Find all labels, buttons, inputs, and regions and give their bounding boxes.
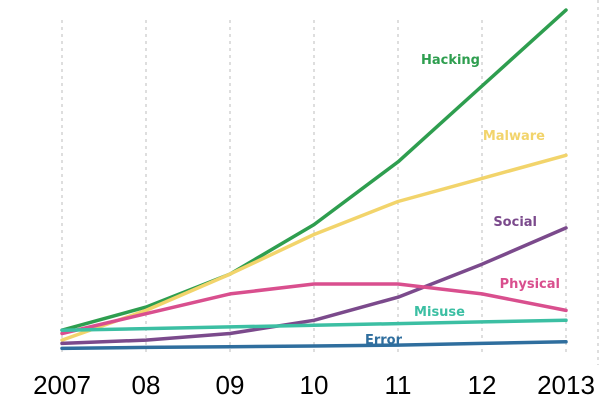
x-tick-label: 09 — [216, 370, 245, 400]
x-tick-label: 08 — [132, 370, 161, 400]
series-line-social — [60, 226, 568, 346]
series-label-physical: Physical — [500, 277, 560, 292]
x-tick-label: 2007 — [33, 370, 91, 400]
series-line-misuse — [60, 318, 568, 332]
series-label-error: Error — [365, 333, 403, 348]
x-tick-label: 11 — [385, 370, 412, 400]
series-label-social: Social — [493, 215, 537, 230]
series-line-error — [60, 340, 568, 351]
x-tick-label: 2013 — [537, 370, 595, 400]
series-line-hacking — [60, 8, 568, 332]
series-line-malware — [60, 153, 568, 342]
series-lines — [60, 8, 568, 351]
grid-lines — [61, 20, 567, 355]
series-label-misuse: Misuse — [414, 305, 465, 320]
series-labels: Hacking Malware Social Physical Misuse Error — [365, 53, 560, 348]
x-tick-label: 10 — [300, 370, 329, 400]
series-label-malware: Malware — [483, 129, 545, 144]
x-tick-label: 12 — [468, 370, 497, 400]
series-label-hacking: Hacking — [421, 53, 480, 68]
series-line-physical — [60, 282, 568, 336]
x-axis-ticks: 2007 08 09 10 11 12 2013 — [33, 370, 595, 400]
